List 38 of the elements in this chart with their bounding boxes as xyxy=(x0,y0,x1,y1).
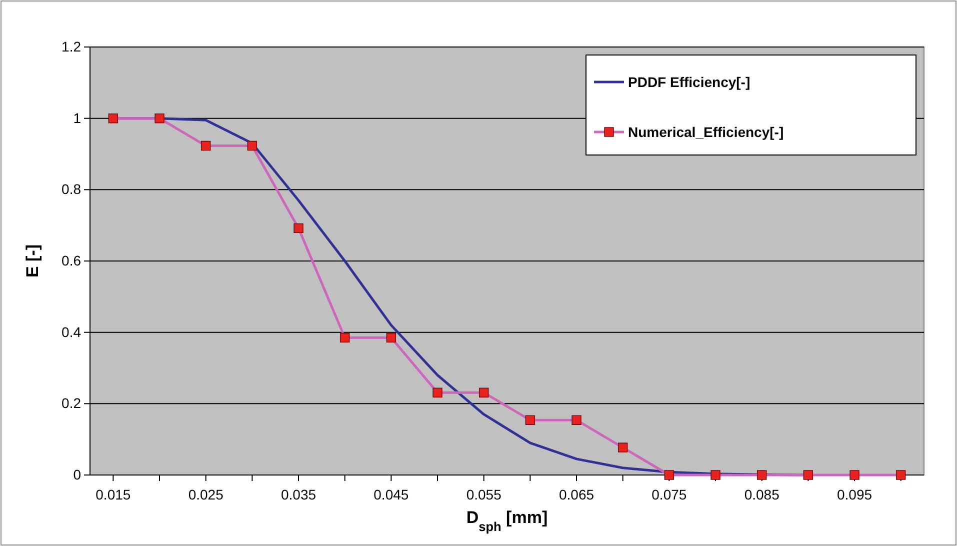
point xyxy=(572,415,582,425)
x-tick-label: 0.055 xyxy=(466,486,502,502)
point xyxy=(340,332,350,343)
y-tick-label: 0 xyxy=(73,466,82,482)
x-tick-label: 0.065 xyxy=(558,486,594,502)
y-tick-label: 1.2 xyxy=(62,38,82,54)
point xyxy=(710,470,720,480)
point xyxy=(247,140,258,151)
point xyxy=(756,470,767,480)
y-axis-title: E [-] xyxy=(23,244,42,278)
y-tick-label: 1 xyxy=(73,110,82,126)
point xyxy=(618,442,628,452)
y-tick-label: 0.2 xyxy=(62,395,82,412)
point xyxy=(664,470,674,480)
legend-label: PDDF Efficiency[-] xyxy=(628,74,750,90)
point xyxy=(896,470,906,480)
y-tick-label: 0.6 xyxy=(62,252,82,268)
point xyxy=(200,140,211,151)
x-tick-label: 0.095 xyxy=(836,486,872,502)
point xyxy=(525,415,536,425)
point xyxy=(294,223,304,234)
legend-label: Numerical_Efficiency[-] xyxy=(628,124,784,140)
x-tick-label: 0.015 xyxy=(96,486,131,502)
point xyxy=(108,113,118,124)
point xyxy=(386,332,396,343)
x-tick-label: 0.025 xyxy=(188,486,224,502)
x-tick-label: 0.045 xyxy=(374,486,409,502)
point xyxy=(850,470,860,480)
y-tick-label: 0.8 xyxy=(62,181,82,198)
point xyxy=(803,470,814,480)
x-axis-title: D$_{sph}$ [mm] xyxy=(466,508,548,534)
x-tick-label: 0.035 xyxy=(280,486,316,502)
point xyxy=(154,113,164,124)
point xyxy=(478,388,489,398)
x-tick-label: 0.075 xyxy=(652,486,687,502)
y-tick-label: 0.4 xyxy=(62,324,82,340)
x-tick-label: 0.085 xyxy=(744,486,780,502)
point xyxy=(432,388,442,398)
